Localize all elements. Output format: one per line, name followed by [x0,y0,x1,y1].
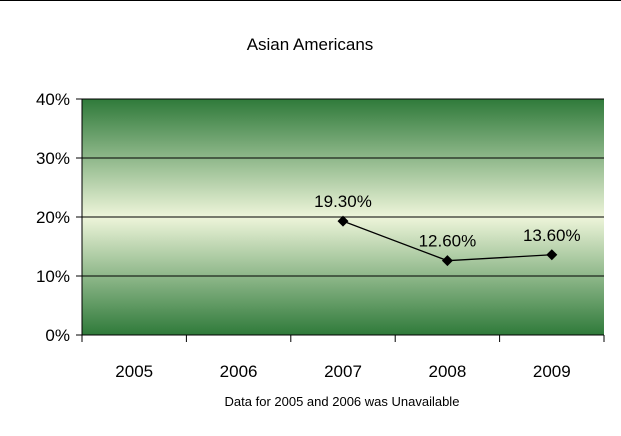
chart-title: Asian Americans [247,35,374,54]
x-axis-ticks: 2005 2006 2007 2008 2009 [81,335,605,381]
axes [81,99,604,336]
chart-note: Data for 2005 and 2006 was Unavailable [225,394,460,409]
series-group: 19.30% 12.60% 13.60% [314,192,581,267]
data-point-marker [546,249,558,261]
y-tick-label: 30% [36,149,70,168]
y-axis-ticks: 0% 10% 20% 30% 40% [36,90,82,345]
x-tick-label: 2008 [428,362,466,381]
data-point-marker [337,215,349,227]
y-tick-label: 10% [36,267,70,286]
data-label: 19.30% [314,192,372,211]
x-tick-label: 2009 [533,362,571,381]
data-label: 12.60% [419,232,477,251]
x-tick-label: 2007 [324,362,362,381]
data-label: 13.60% [523,226,581,245]
x-tick-label: 2005 [115,362,153,381]
y-tick-label: 0% [45,326,70,345]
x-tick-label: 2006 [220,362,258,381]
data-point-marker [441,255,453,267]
y-tick-label: 20% [36,208,70,227]
y-tick-label: 40% [36,90,70,109]
